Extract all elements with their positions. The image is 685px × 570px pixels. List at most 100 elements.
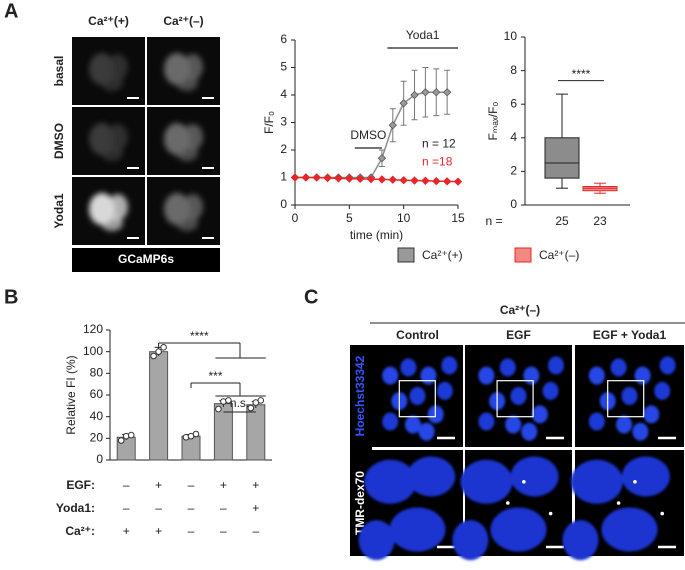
- column-header: Ca²⁺(–): [163, 14, 203, 28]
- nucleus: [478, 366, 495, 385]
- nucleus: [382, 412, 399, 431]
- y-tick-label: 2: [280, 142, 287, 156]
- y-tick-label: 2: [510, 164, 517, 178]
- condition-sign: –: [220, 501, 227, 515]
- condition-sign: –: [188, 501, 195, 515]
- label-column: [350, 345, 372, 556]
- data-point: [155, 348, 162, 355]
- vesicle: [660, 511, 664, 516]
- condition-sign: +: [252, 478, 259, 492]
- column-header: Control: [396, 328, 439, 342]
- vesicle: [616, 501, 621, 505]
- y-tick-label: 100: [83, 344, 103, 358]
- data-point: [160, 344, 167, 351]
- x-axis-label: time (min): [350, 228, 403, 242]
- data-point: [377, 154, 387, 163]
- panel-label: A: [4, 0, 18, 22]
- n-label: n = 12: [422, 137, 456, 151]
- y-axis-label: Relative FI (%): [64, 355, 78, 434]
- bar: [246, 404, 266, 461]
- y-tick-label: 4: [280, 87, 287, 101]
- cell: [176, 75, 198, 91]
- y-tick-label: 0: [96, 452, 103, 466]
- cells: [164, 53, 203, 91]
- nucleus: [588, 366, 605, 385]
- box: [544, 137, 580, 179]
- image-footer: GCaMP6s: [118, 252, 174, 266]
- condition-sign: +: [155, 478, 162, 492]
- y-tick-label: 5: [280, 60, 287, 74]
- column-header: EGF + Yoda1: [593, 328, 667, 342]
- data-point: [247, 404, 255, 412]
- x-tick-label: 5: [346, 211, 353, 225]
- y-tick-label: 80: [90, 366, 104, 380]
- cell: [183, 54, 203, 80]
- condition-sign: –: [188, 524, 195, 538]
- nucleus: [610, 358, 627, 377]
- data-point: [127, 431, 135, 439]
- condition-sign: +: [252, 501, 259, 515]
- nucleus: [382, 366, 399, 385]
- n-value: 23: [593, 214, 607, 228]
- nucleus: [510, 387, 527, 405]
- nuclei: [452, 456, 559, 561]
- y-tick-label: 8: [510, 63, 517, 77]
- nucleus: [400, 358, 417, 377]
- nucleus: [643, 405, 660, 424]
- significance: ***: [208, 369, 222, 383]
- n-label: n =18: [422, 155, 453, 169]
- row-label: Yoda1: [52, 193, 66, 228]
- cell: [108, 194, 128, 220]
- x-tick-label: 10: [397, 211, 411, 225]
- nucleus: [621, 387, 638, 405]
- data-point: [117, 437, 125, 444]
- data-point: [410, 90, 419, 100]
- y-tick-label: 3: [280, 115, 287, 129]
- data-point: [192, 430, 200, 438]
- row-label: Hoechst33342: [353, 355, 367, 436]
- vesicle: [548, 511, 553, 516]
- cells: [89, 193, 128, 231]
- nucleus: [654, 381, 671, 400]
- significance: n.s.: [230, 396, 249, 410]
- condition-sign: –: [155, 501, 162, 515]
- data-point: [366, 174, 376, 184]
- y-tick-label: 60: [90, 387, 104, 401]
- nucleus: [358, 520, 395, 561]
- data-point: [442, 88, 452, 97]
- x-tick-label: 0: [292, 211, 299, 225]
- nucleus: [505, 415, 522, 434]
- data-point: [421, 176, 430, 185]
- cells: [164, 123, 203, 161]
- annotation: DMSO: [350, 128, 386, 142]
- nucleus: [632, 422, 649, 441]
- nucleus: [570, 459, 623, 504]
- nucleus: [409, 387, 426, 405]
- nucleus: [407, 456, 456, 497]
- data-point: [356, 174, 365, 184]
- nucleus: [436, 381, 453, 400]
- legend-label: Ca²⁺(+): [422, 248, 463, 262]
- data-point: [257, 397, 265, 404]
- inset-box: [398, 380, 436, 418]
- cells: [89, 123, 128, 161]
- y-tick-label: 6: [280, 32, 287, 46]
- data-point: [388, 121, 397, 130]
- significance: ****: [572, 67, 591, 81]
- row-label: TMR-dex70: [353, 471, 367, 535]
- cell: [101, 215, 123, 231]
- data-point: [312, 173, 321, 182]
- data-point: [410, 176, 419, 185]
- data-point: [399, 176, 408, 185]
- data-point: [442, 177, 452, 186]
- nucleus: [521, 422, 538, 441]
- nucleus: [490, 507, 547, 552]
- data-point: [301, 173, 311, 182]
- column-header: EGF: [506, 328, 531, 342]
- row-label: DMSO: [52, 123, 66, 159]
- cell: [108, 54, 128, 80]
- nuclei: [562, 456, 670, 561]
- cell: [101, 75, 123, 91]
- data-point: [432, 176, 441, 186]
